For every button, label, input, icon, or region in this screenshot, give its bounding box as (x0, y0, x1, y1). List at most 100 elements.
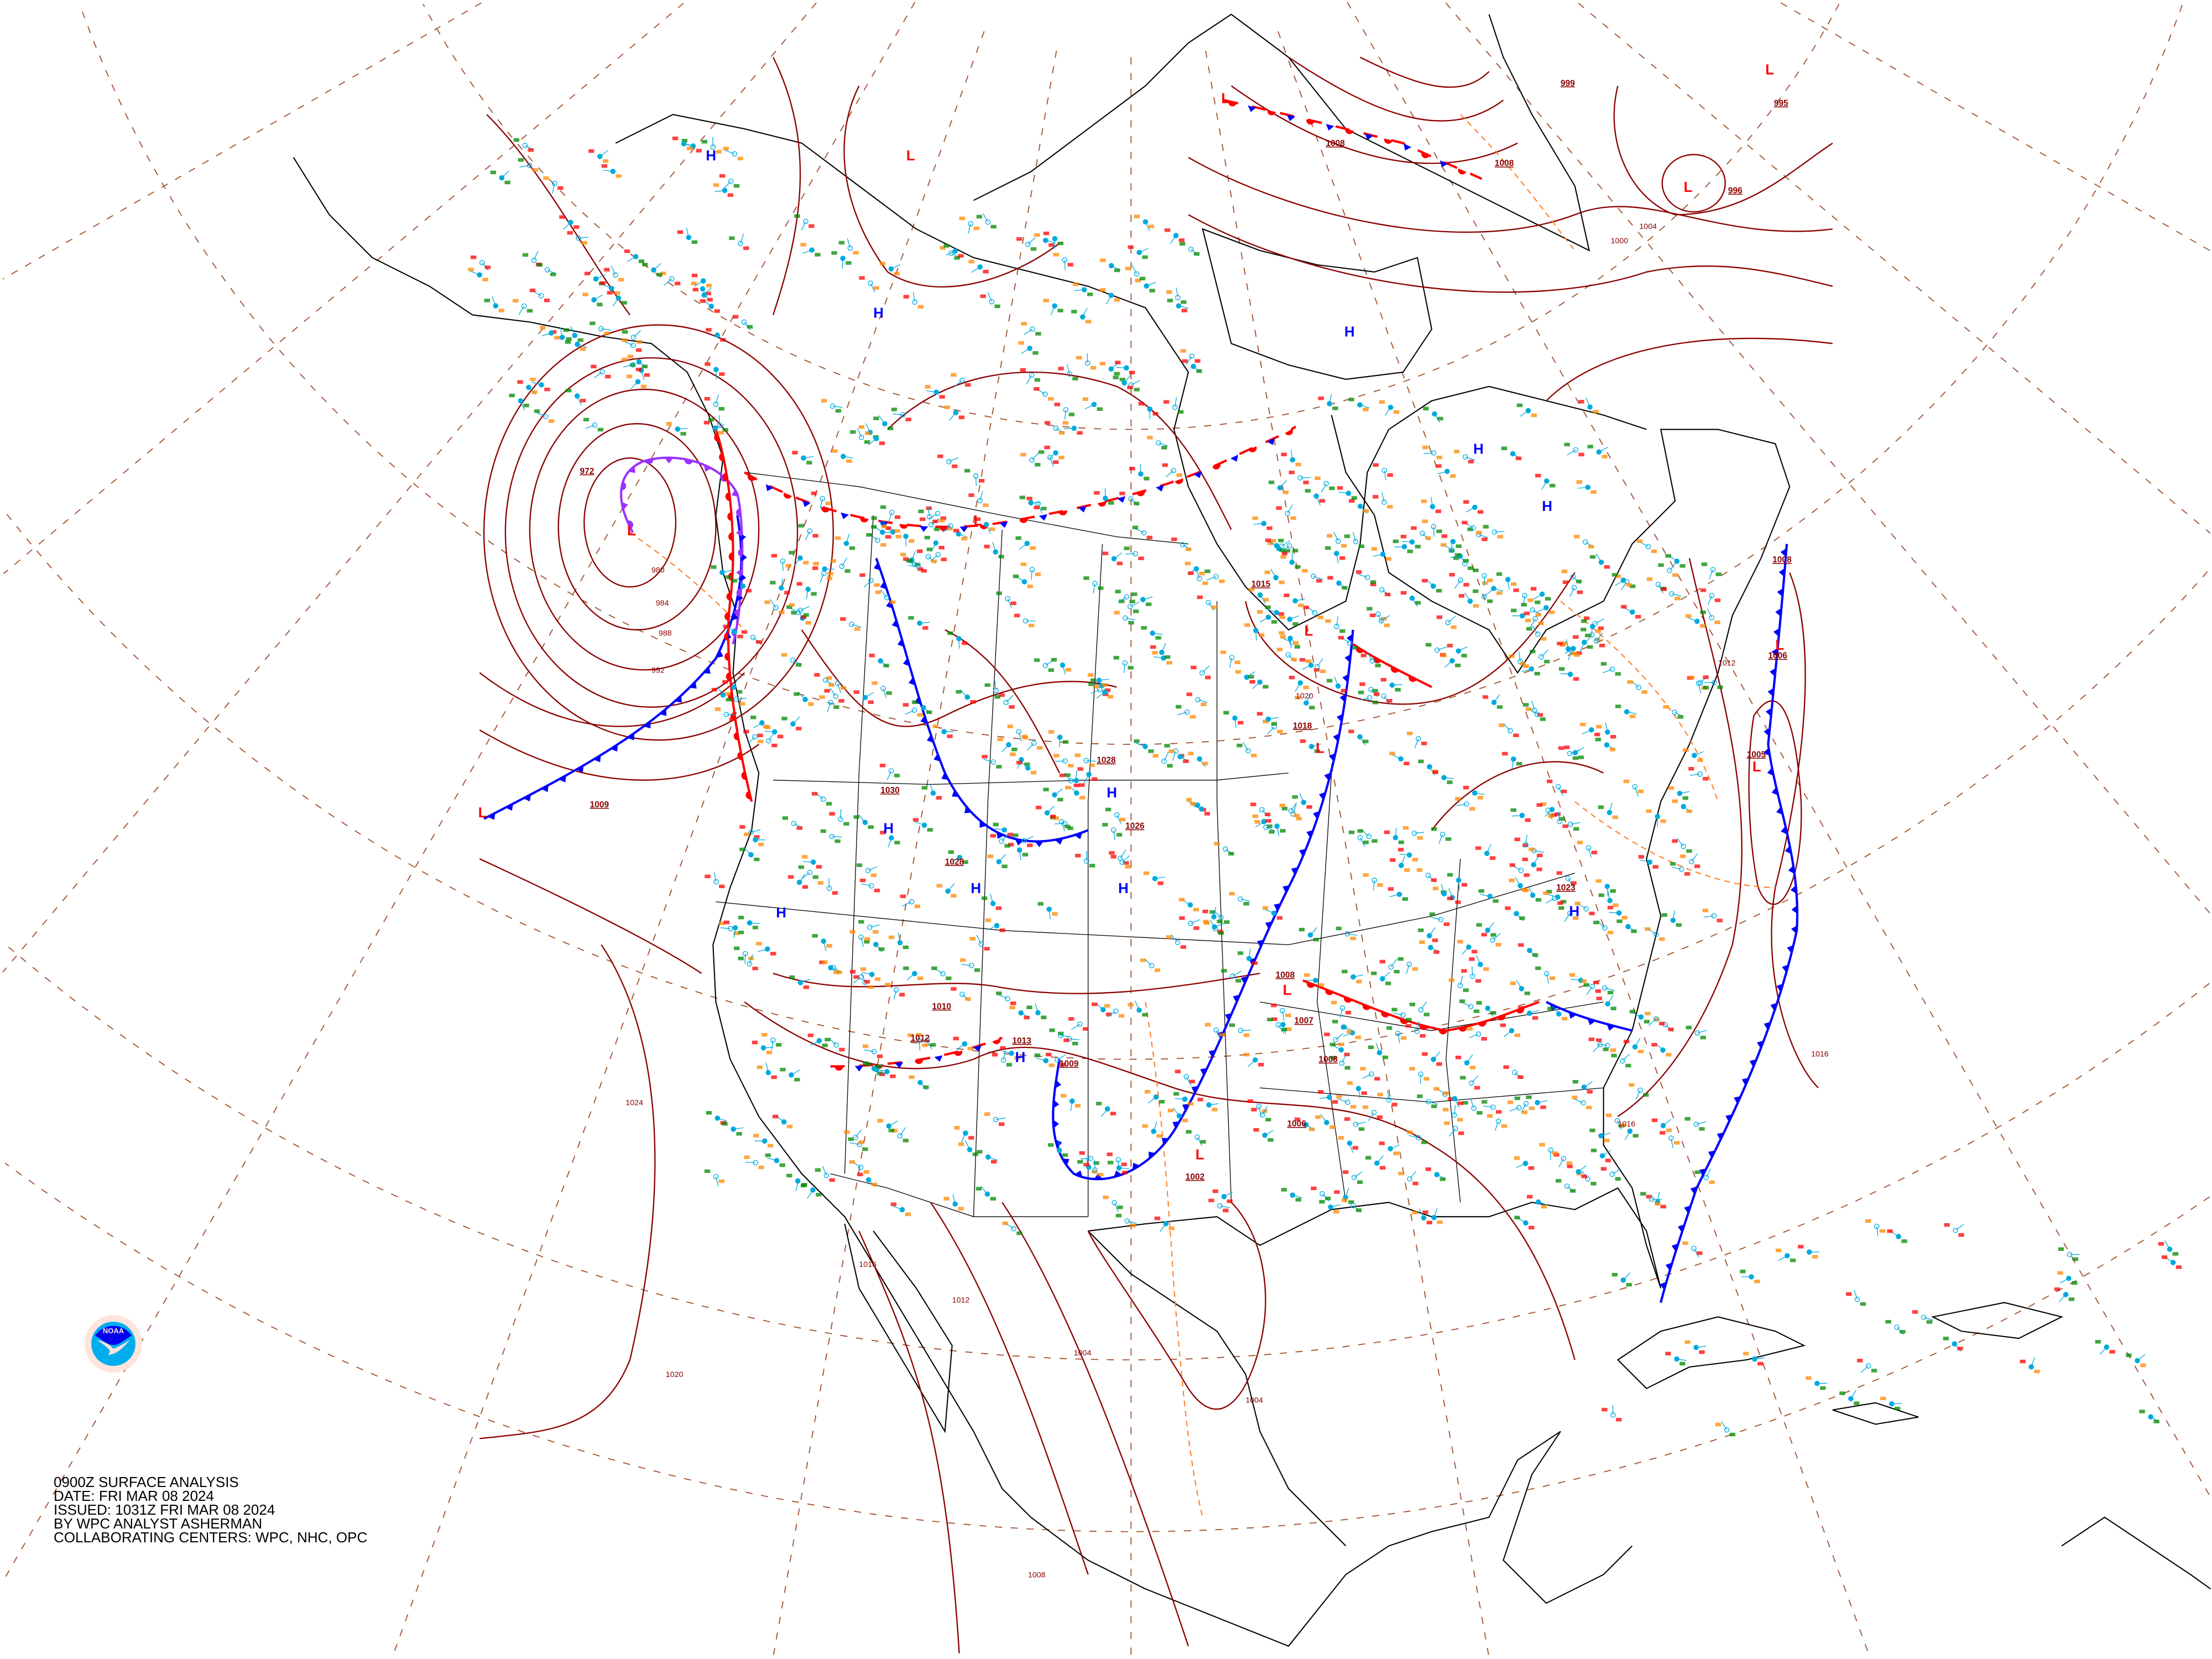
station-value-mark (1298, 603, 1304, 607)
warm-front-semicircle (1497, 1014, 1506, 1021)
wind-barb (533, 251, 539, 260)
station-value-mark (722, 680, 728, 684)
station-circle (1471, 1105, 1477, 1111)
cold-front-triangle (979, 820, 987, 828)
station-value-mark (1880, 1396, 1886, 1401)
wind-barb (1596, 633, 1603, 641)
station-circle (1441, 891, 1447, 897)
station-value-mark (822, 1044, 828, 1047)
station-value-mark (1686, 614, 1692, 618)
station-value-mark (1089, 864, 1095, 868)
station-value-mark (1107, 1161, 1114, 1165)
station-value-mark (1200, 1140, 1206, 1144)
station-value-mark (932, 519, 938, 524)
isobar-label: 1020 (666, 1370, 684, 1379)
station-value-mark (705, 362, 711, 366)
wind-barb (1671, 593, 1682, 597)
station-circle (2148, 1414, 2153, 1420)
wind-barb (1270, 568, 1276, 578)
wind-barb (1069, 1039, 1079, 1040)
wind-barb (1585, 398, 1590, 408)
cold-front-triangle (1765, 708, 1772, 717)
wind-barb (714, 190, 725, 192)
station-value-mark (1419, 940, 1425, 944)
wind-barb (1280, 480, 1287, 488)
station-value-mark (753, 1134, 759, 1138)
cold-front-triangle (1225, 1013, 1232, 1021)
station-circle (1119, 859, 1125, 865)
station-value-mark (1635, 614, 1641, 619)
station-circle (803, 218, 808, 225)
station-value-mark (1361, 1091, 1368, 1095)
meridian-line (3, 3, 684, 575)
station-value-mark (565, 340, 571, 344)
station-value-mark (1390, 858, 1396, 862)
station-value-mark (1279, 804, 1286, 807)
station-circle (884, 594, 890, 601)
wind-barb (2164, 1240, 2171, 1250)
station-value-mark (1188, 571, 1194, 575)
station-value-mark (834, 839, 841, 843)
wind-barb (1754, 1357, 1765, 1360)
wind-barb (865, 692, 874, 698)
station-value-mark (1271, 1003, 1277, 1008)
station-value-mark (1714, 598, 1721, 602)
station-value-mark (1036, 746, 1043, 750)
station-value-mark (1523, 664, 1529, 668)
station-value-mark (908, 616, 914, 620)
station-value-mark (1436, 529, 1442, 533)
station-value-mark (1460, 1076, 1466, 1080)
station-value-mark (1202, 761, 1208, 766)
wind-barb (765, 1062, 769, 1073)
warm-front-semicircle (1345, 128, 1354, 134)
station-circle (738, 241, 743, 247)
station-value-mark (888, 935, 895, 940)
station-value-mark (626, 374, 633, 378)
wind-barb (1634, 786, 1639, 796)
station-circle (1407, 1176, 1412, 1182)
warm-front-semicircle (728, 532, 733, 541)
station-value-mark (1594, 732, 1600, 737)
high-center: H (971, 881, 981, 896)
station-circle (1021, 838, 1027, 844)
station-value-mark (601, 164, 608, 168)
station-value-mark (722, 1121, 728, 1126)
station-circle (1609, 1171, 1615, 1177)
occluded-front (620, 456, 744, 645)
station-value-mark (1524, 992, 1530, 995)
wind-barb (1567, 449, 1576, 456)
station-circle (868, 883, 874, 889)
station-value-mark (1516, 403, 1523, 408)
station-value-mark (1684, 1117, 1691, 1121)
warm-front-semicircle (724, 652, 729, 661)
station-value-mark (1227, 1199, 1233, 1203)
station-circle (1357, 835, 1363, 841)
station-value-mark (1643, 1093, 1649, 1097)
station-value-mark (1637, 789, 1644, 794)
station-circle (833, 693, 838, 699)
station-value-mark (925, 385, 931, 389)
wind-barb (1036, 1057, 1046, 1061)
station-value-mark (1865, 1219, 1871, 1223)
station-circle (823, 677, 828, 683)
station-value-mark (1387, 473, 1393, 477)
station-value-mark (1375, 664, 1381, 667)
station-value-mark (1463, 988, 1469, 992)
station-value-mark (912, 818, 919, 822)
wind-barb (1709, 569, 1714, 580)
warm-front-semicircle (1098, 501, 1107, 507)
wind-barb (792, 716, 800, 724)
station-value-mark (849, 930, 855, 934)
wind-barb (1311, 743, 1322, 747)
station-circle (1058, 819, 1065, 825)
warm-front-semicircle (1458, 1026, 1467, 1032)
wind-barb (750, 829, 761, 833)
station-value-mark (2153, 1420, 2159, 1423)
station-value-mark (1107, 695, 1114, 699)
station-value-mark (1281, 551, 1288, 555)
station-value-mark (1463, 500, 1469, 504)
station-circle (1670, 917, 1676, 924)
wind-barb (1354, 1171, 1363, 1178)
station-value-mark (873, 930, 879, 934)
station-value-mark (939, 395, 945, 399)
